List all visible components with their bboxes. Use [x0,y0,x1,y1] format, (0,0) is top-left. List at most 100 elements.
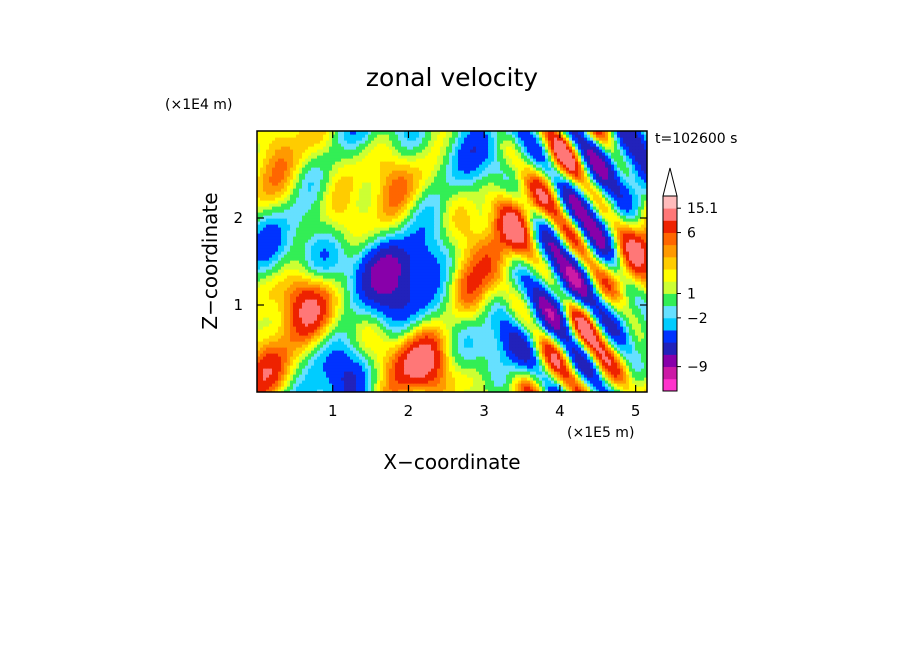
contour-cell [278,350,282,354]
contour-cell [587,332,591,336]
contour-cell [296,368,300,372]
contour-cell [527,377,531,381]
contour-cell [416,356,420,360]
contour-cell [272,344,276,348]
contour-cell [371,386,375,390]
contour-cell [635,338,639,342]
contour-cell [368,323,372,327]
contour-cell [494,356,498,360]
contour-cell [563,389,567,392]
contour-cell [632,335,636,339]
contour-cell [644,341,647,345]
contour-cell [623,329,627,333]
contour-cell [482,332,486,336]
contour-cell [551,377,555,381]
contour-cell [365,329,369,333]
contour-cell [614,350,618,354]
contour-cell [425,332,429,336]
contour-cell [380,356,384,360]
contour-cell [404,377,408,381]
contour-cell [485,323,489,327]
contour-cell [539,314,543,318]
contour-cell [554,335,558,339]
contour-cell [341,356,345,360]
contour-cell [332,353,336,357]
contour-cell [320,371,324,375]
contour-cell [476,329,480,333]
contour-cell [575,317,579,321]
contour-cell [644,332,647,336]
contour-cell [542,365,546,369]
contour-cell [620,380,624,384]
contour-cell [317,317,321,321]
contour-cell [572,365,576,369]
contour-cell [527,338,531,342]
contour-cell [575,356,579,360]
contour-cell [416,314,420,318]
contour-cell [500,350,504,354]
contour-cell [401,314,405,318]
contour-cell [431,368,435,372]
contour-cell [530,389,534,392]
contour-cell [464,371,468,375]
contour-cell [290,356,294,360]
contour-cell [257,332,261,336]
contour-cell [422,383,426,387]
contour-cell [296,332,300,336]
contour-cell [545,350,549,354]
contour-cell [284,353,288,357]
contour-cell [518,362,522,366]
contour-cell [524,380,528,384]
contour-cell [467,380,471,384]
contour-cell [443,356,447,360]
contour-cell [434,350,438,354]
contour-cell [536,368,540,372]
contour-cell [401,329,405,333]
contour-cell [392,350,396,354]
contour-cell [410,383,414,387]
contour-cell [302,323,306,327]
contour-cell [440,317,444,321]
contour-cell [557,368,561,372]
contour-cell [551,389,555,392]
contour-cell [347,347,351,351]
contour-cell [263,311,267,315]
contour-cell [578,329,582,333]
contour-cell [590,362,594,366]
contour-cell [563,323,567,327]
contour-cell [533,323,537,327]
contour-cell [509,368,513,372]
contour-cell [296,377,300,381]
contour-cell [566,353,570,357]
contour-cell [350,323,354,327]
contour-cell [344,374,348,378]
contour-cell [416,332,420,336]
contour-cell [629,371,633,375]
contour-cell [401,368,405,372]
contour-cell [512,362,516,366]
contour-cell [581,320,585,324]
contour-cell [635,326,639,330]
contour-cell [305,362,309,366]
contour-cell [293,329,297,333]
contour-cell [317,347,321,351]
contour-cell [584,362,588,366]
contour-cell [470,389,474,392]
contour-cell [359,347,363,351]
contour-cell [626,341,630,345]
contour-cell [257,377,261,381]
contour-cell [458,371,462,375]
contour-cell [611,389,615,392]
contour-cell [503,314,507,318]
contour-cell [260,350,264,354]
contour-cell [356,353,360,357]
contour-cell [431,383,435,387]
contour-cell [362,341,366,345]
contour-cell [308,320,312,324]
contour-cell [575,362,579,366]
contour-cell [476,335,480,339]
contour-cell [284,377,288,381]
contour-cell [533,389,537,392]
contour-cell [617,380,621,384]
contour-cell [275,326,279,330]
